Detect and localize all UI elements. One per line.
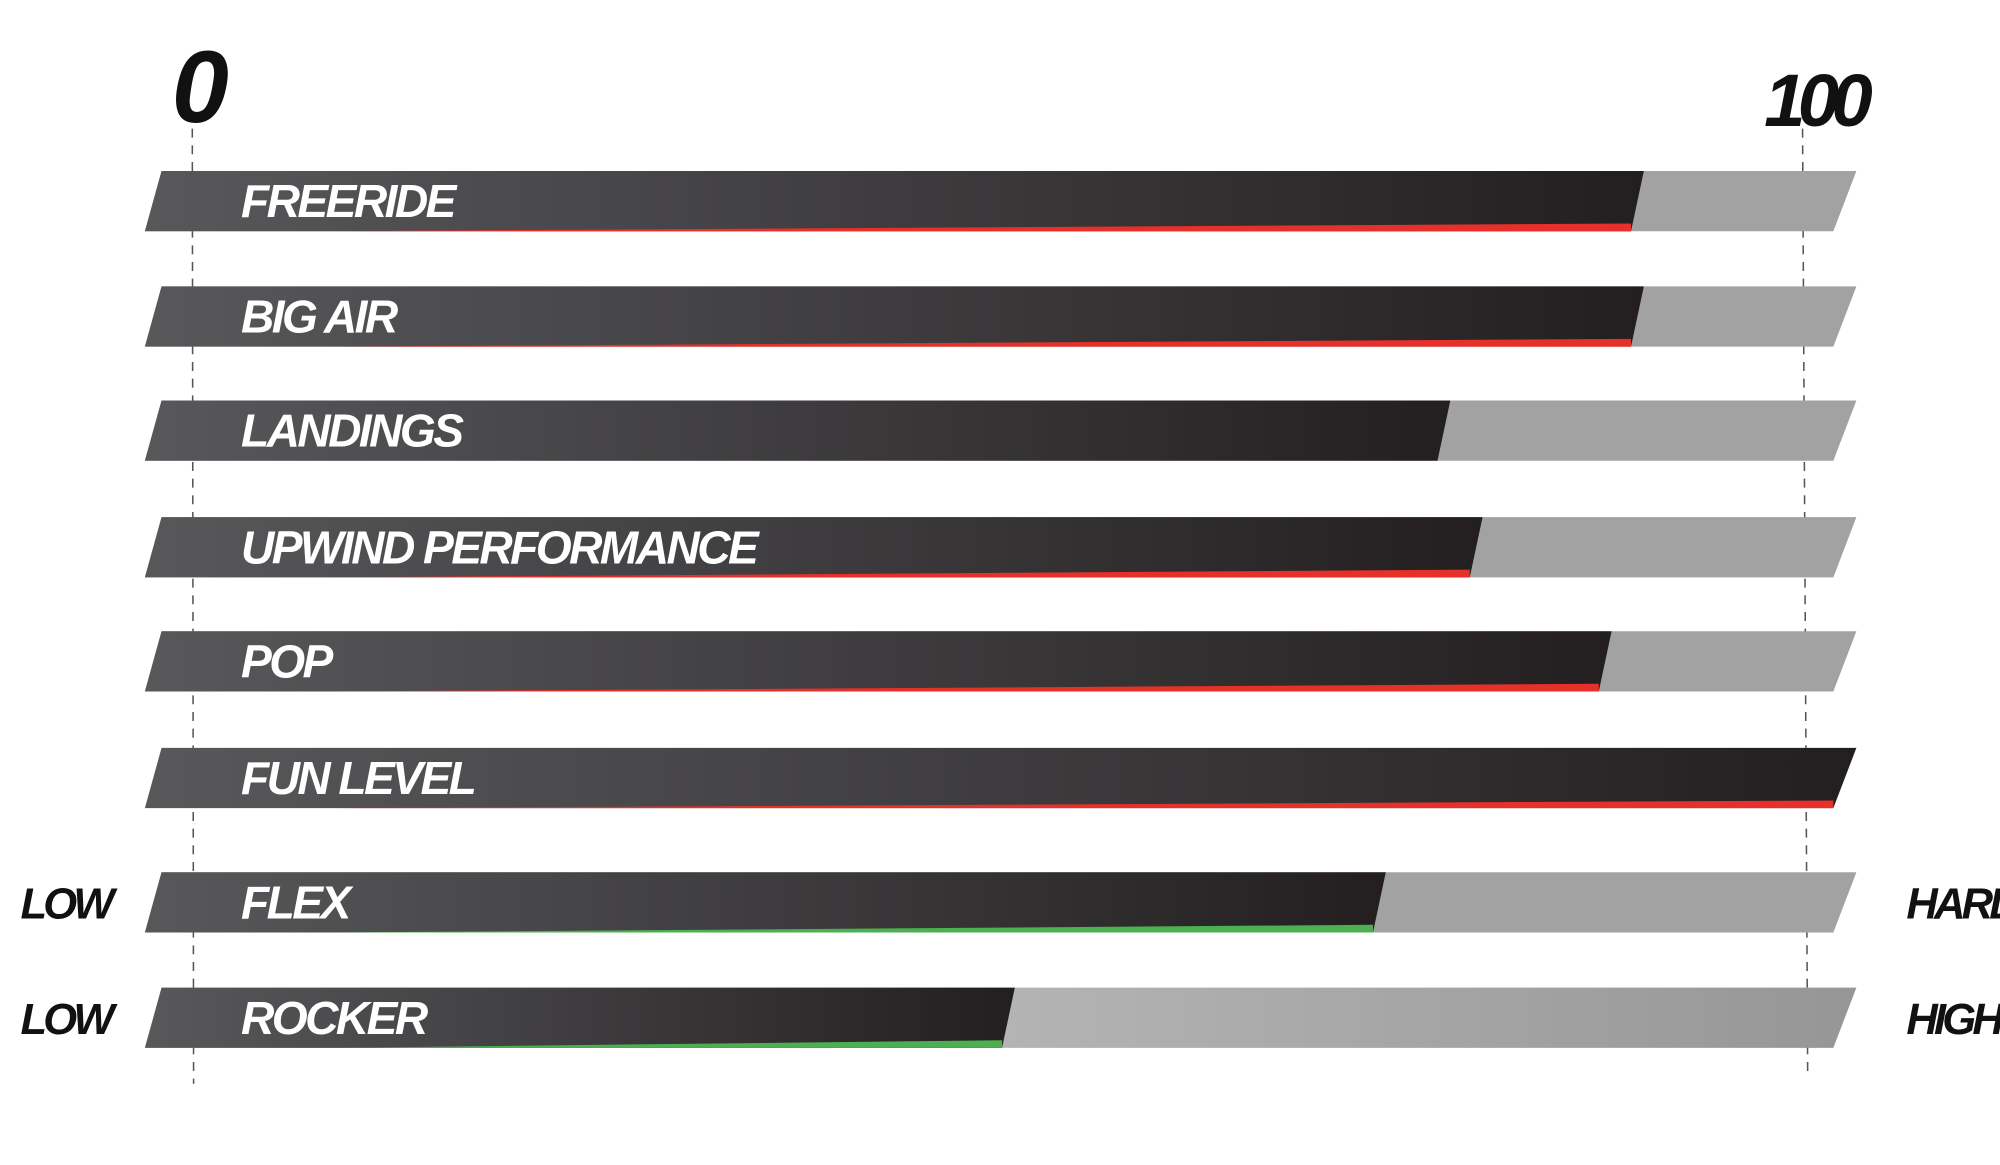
bar-value (144, 517, 1483, 578)
hundred-guide-line (1801, 128, 1809, 1078)
tick-label-100: 100 (1764, 59, 1872, 142)
bar-accent-line (333, 800, 1834, 809)
zero-guide-line (191, 128, 195, 1084)
scale-high-label: HIGH (1906, 996, 2000, 1044)
bar-value (144, 872, 1386, 933)
category-label: FUN LEVEL (241, 752, 475, 804)
bar-value (144, 747, 1857, 809)
category-label: ROCKER (241, 992, 428, 1044)
bar-value (144, 987, 1015, 1048)
category-label: FLEX (241, 876, 354, 928)
category-label: BIG AIR (241, 291, 398, 343)
tick-label-0: 0 (172, 29, 229, 144)
category-label: UPWIND PERFORMANCE (241, 521, 760, 573)
bar-accent-line (333, 683, 1599, 692)
bar-accent-line (333, 1040, 1003, 1048)
category-label: LANDINGS (241, 405, 464, 457)
bar-value (144, 286, 1644, 347)
category-label: POP (241, 635, 334, 687)
scale-high-label: HARD (1906, 880, 2000, 928)
bar-value (144, 400, 1451, 461)
category-label: FREERIDE (241, 175, 458, 227)
bar-value (144, 170, 1644, 232)
scale-low-label: LOW (21, 996, 119, 1044)
scale-low-label: LOW (21, 880, 119, 928)
bar-value (144, 631, 1612, 692)
